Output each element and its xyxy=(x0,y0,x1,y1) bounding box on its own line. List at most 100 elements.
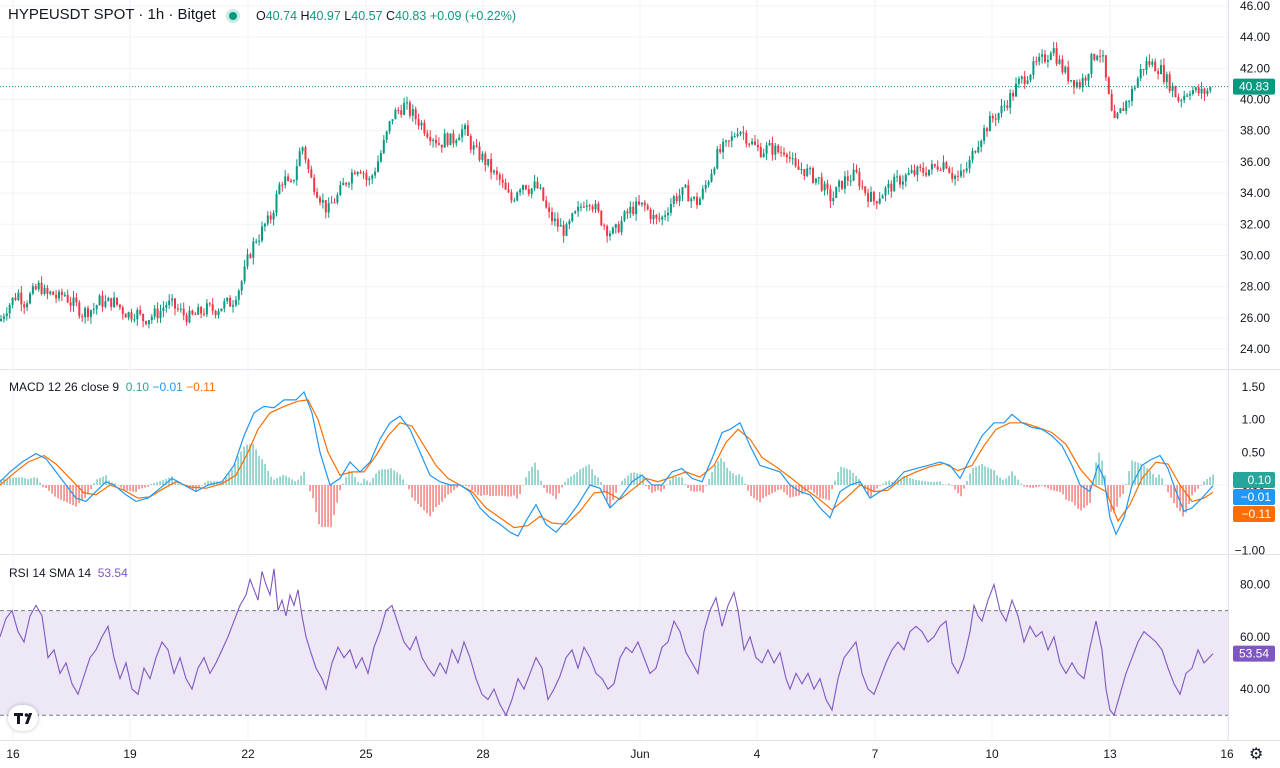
macd-hist-bar xyxy=(219,481,221,485)
price-tick-label: 24.00 xyxy=(1240,342,1270,356)
macd-hist-bar xyxy=(489,485,491,497)
macd-hist-bar xyxy=(999,477,1001,485)
macd-hist-bar xyxy=(432,485,434,512)
candle-body xyxy=(904,174,907,182)
macd-hist-bar xyxy=(852,472,854,485)
macd-hist-bar xyxy=(1110,485,1112,512)
macd-hist-bar xyxy=(822,485,824,499)
macd-hist-bar xyxy=(1068,485,1070,501)
macd-hist-bar xyxy=(714,465,716,485)
macd-hist-bar xyxy=(990,468,992,485)
macd-hist-bar xyxy=(165,478,167,485)
macd-hist-bar xyxy=(1038,485,1040,487)
candle-body xyxy=(765,145,768,154)
macd-hist-bar xyxy=(63,485,65,502)
candle-body xyxy=(1157,71,1160,74)
macd-hist-bar xyxy=(1077,485,1079,509)
macd-hist-bar xyxy=(879,485,881,486)
candlestick-series xyxy=(0,41,1212,329)
macd-hist-bar xyxy=(144,485,146,488)
candle-body xyxy=(414,109,417,120)
macd-hist-bar xyxy=(576,472,578,485)
candle-body xyxy=(1136,78,1139,88)
candle-body xyxy=(756,144,759,148)
macd-hist-bar xyxy=(1017,479,1019,485)
candle-body xyxy=(261,226,263,241)
macd-tick-label: 1.00 xyxy=(1242,413,1266,427)
candle-body xyxy=(336,195,339,203)
macd-hist-bar xyxy=(294,481,296,485)
symbol-title[interactable]: HYPEUSDT SPOT · 1h · Bitget xyxy=(8,6,216,23)
candle-body xyxy=(507,189,510,193)
candle-body xyxy=(710,173,713,182)
candle-body xyxy=(1110,93,1113,111)
candle-body xyxy=(519,189,522,193)
candle-body xyxy=(1168,74,1171,92)
macd-hist-bar xyxy=(1107,485,1109,499)
candle-body xyxy=(69,302,72,306)
macd-hist-bar xyxy=(702,485,704,493)
candle-body xyxy=(116,297,118,305)
macd-tick-label: 1.50 xyxy=(1242,380,1266,394)
candle-body xyxy=(1026,80,1029,84)
candle-body xyxy=(713,168,716,174)
macd-hist-bar xyxy=(651,485,653,493)
macd-hist-bar xyxy=(369,482,371,485)
macd-hist-bar xyxy=(1011,471,1013,485)
candle-body xyxy=(464,125,466,130)
macd-histogram xyxy=(0,444,1214,528)
candle-body xyxy=(156,308,159,319)
candle-body xyxy=(449,133,452,145)
macd-hist-bar xyxy=(471,485,473,491)
candle-body xyxy=(965,168,968,171)
macd-hist-bar xyxy=(1053,485,1055,491)
candle-body xyxy=(26,303,29,308)
macd-hist-bar xyxy=(840,466,842,485)
candle-body xyxy=(719,149,722,153)
macd-hist-bar xyxy=(1044,485,1046,488)
macd-hist-bar xyxy=(738,474,740,485)
last-price-label: 40.83 xyxy=(1239,80,1269,94)
candle-body xyxy=(298,151,301,167)
macd-hist-bar xyxy=(60,485,62,500)
macd-hist-bar xyxy=(315,485,317,513)
macd-hist-bar xyxy=(921,480,923,485)
candle-body xyxy=(176,308,179,310)
macd-hist-bar xyxy=(885,481,887,485)
candle-body xyxy=(1203,88,1206,94)
candle-body xyxy=(843,176,846,189)
macd-legend[interactable]: MACD 12 26 close 9 0.10 −0.01 −0.11 xyxy=(9,380,216,394)
candle-body xyxy=(568,220,571,225)
candle-body xyxy=(980,140,983,147)
macd-hist-bar xyxy=(414,485,416,501)
candle-body xyxy=(78,302,81,317)
candle-body xyxy=(179,308,182,310)
macd-hist-bar xyxy=(543,485,545,488)
macd-hist-bar xyxy=(285,475,287,485)
time-tick-label: 7 xyxy=(872,747,879,761)
macd-hist-bar xyxy=(45,485,47,488)
macd-hist-bar xyxy=(756,485,758,501)
candle-body xyxy=(678,195,681,201)
macd-hist-bar xyxy=(114,483,116,485)
candle-body xyxy=(745,133,748,144)
candle-body xyxy=(371,175,374,179)
macd-hist-bar xyxy=(51,485,53,494)
candle-body xyxy=(1038,56,1041,62)
candle-body xyxy=(1142,69,1145,71)
macd-hist-bar xyxy=(246,444,248,485)
candle-body xyxy=(553,218,556,222)
candle-body xyxy=(1165,74,1168,83)
candle-body xyxy=(872,192,875,202)
rsi-legend[interactable]: RSI 14 SMA 14 53.54 xyxy=(9,566,128,580)
candle-body xyxy=(495,170,498,175)
candle-body xyxy=(620,220,623,233)
rsi-tick-label: 40.00 xyxy=(1240,682,1270,696)
tradingview-logo-icon[interactable] xyxy=(8,705,38,731)
candle-body xyxy=(75,297,78,303)
candle-body xyxy=(339,185,342,196)
macd-hist-bar xyxy=(1149,470,1151,485)
candle-body xyxy=(301,147,304,152)
gear-icon[interactable]: ⚙ xyxy=(1249,746,1264,763)
